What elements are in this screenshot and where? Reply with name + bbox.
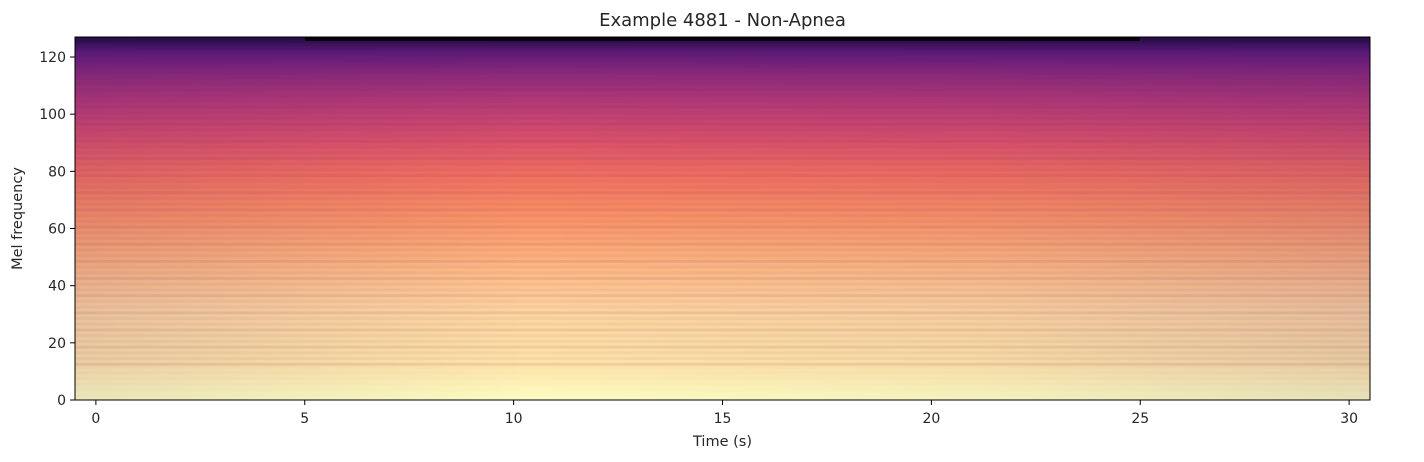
mel-band xyxy=(75,214,1370,218)
mel-band xyxy=(75,191,1370,195)
y-tick-label: 60 xyxy=(48,222,66,238)
mel-band xyxy=(75,162,1370,166)
mel-band xyxy=(75,157,1370,160)
y-tick-label: 40 xyxy=(48,279,66,295)
mel-band xyxy=(75,305,1370,309)
y-axis-title: Mel frequency xyxy=(10,167,26,270)
y-tick-label: 120 xyxy=(39,50,66,66)
mel-band xyxy=(75,277,1370,280)
mel-band xyxy=(75,77,1370,80)
mel-band xyxy=(75,271,1370,275)
mel-band xyxy=(75,65,1370,69)
x-tick-label: 0 xyxy=(91,411,100,427)
spectrogram-mel-bands xyxy=(75,37,1370,400)
mel-band xyxy=(75,225,1370,229)
x-tick-label: 25 xyxy=(1131,411,1149,427)
y-tick-label: 80 xyxy=(48,164,66,180)
mel-band xyxy=(75,231,1370,235)
mel-band xyxy=(75,122,1370,126)
mel-band xyxy=(75,237,1370,240)
mel-band xyxy=(75,311,1370,315)
mel-band xyxy=(75,294,1370,298)
mel-band xyxy=(75,282,1370,286)
mel-band xyxy=(75,99,1370,103)
mel-band xyxy=(75,328,1370,332)
mel-band xyxy=(75,242,1370,246)
mel-band xyxy=(75,391,1370,395)
mel-band xyxy=(75,59,1370,63)
mel-band xyxy=(75,265,1370,269)
mel-band xyxy=(75,288,1370,292)
mel-band xyxy=(75,379,1370,383)
mel-band xyxy=(75,94,1370,98)
y-axis: 0 20 40 60 80 100 120 xyxy=(39,50,75,409)
mel-band xyxy=(75,71,1370,75)
x-tick-label: 30 xyxy=(1340,411,1358,427)
mel-band xyxy=(75,219,1370,223)
mel-band xyxy=(75,117,1370,120)
mel-band xyxy=(75,357,1370,360)
mel-band xyxy=(75,134,1370,138)
y-tick-label: 100 xyxy=(39,107,66,123)
mel-band xyxy=(75,299,1370,303)
mel-band xyxy=(75,174,1370,178)
mel-band xyxy=(75,385,1370,389)
mel-band xyxy=(75,259,1370,263)
x-tick-label: 5 xyxy=(300,411,309,427)
x-axis-title: Time (s) xyxy=(692,434,752,450)
mel-band xyxy=(75,168,1370,172)
spectrogram-time-shading xyxy=(75,37,1370,400)
mel-band xyxy=(75,151,1370,155)
mel-band xyxy=(75,88,1370,92)
y-tick-label: 20 xyxy=(48,336,66,352)
spectrogram-plot-area xyxy=(75,37,1370,400)
mel-band xyxy=(75,145,1370,149)
mel-band xyxy=(75,345,1370,349)
mel-band xyxy=(75,202,1370,206)
mel-band xyxy=(75,128,1370,132)
x-tick-label: 20 xyxy=(922,411,940,427)
mel-band xyxy=(75,82,1370,86)
mel-band xyxy=(75,179,1370,183)
mel-band xyxy=(75,111,1370,115)
mel-band xyxy=(75,248,1370,252)
mel-band xyxy=(75,139,1370,143)
x-tick-label: 15 xyxy=(714,411,732,427)
mel-band xyxy=(75,48,1370,52)
mel-band xyxy=(75,374,1370,378)
mel-band xyxy=(75,351,1370,355)
x-axis: 0 5 10 15 20 25 30 xyxy=(91,400,1358,427)
chart-title: Example 4881 - Non-Apnea xyxy=(599,10,846,31)
mel-band xyxy=(75,317,1370,320)
mel-band xyxy=(75,397,1370,400)
mel-band xyxy=(75,54,1370,58)
mel-band xyxy=(75,185,1370,189)
mel-band xyxy=(75,368,1370,372)
mel-band xyxy=(75,254,1370,258)
mel-band xyxy=(75,339,1370,343)
spectrogram-top-dark-band xyxy=(304,37,1141,41)
mel-band xyxy=(75,42,1370,46)
mel-band xyxy=(75,105,1370,109)
y-tick-label: 0 xyxy=(57,393,66,409)
x-tick-label: 10 xyxy=(505,411,523,427)
mel-band xyxy=(75,322,1370,326)
mel-band xyxy=(75,208,1370,212)
mel-band xyxy=(75,197,1370,200)
mel-band xyxy=(75,334,1370,338)
mel-band xyxy=(75,362,1370,366)
